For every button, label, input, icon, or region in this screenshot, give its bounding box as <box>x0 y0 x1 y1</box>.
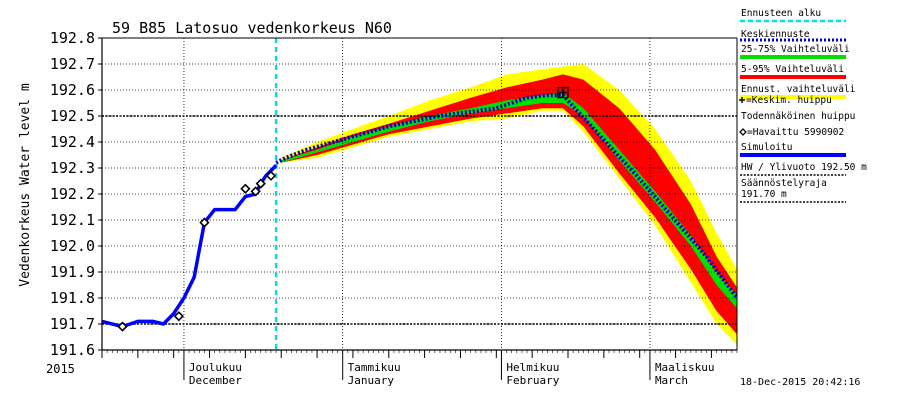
month-label-fi: Tammikuu <box>348 361 401 374</box>
y-tick-label: 192.6 <box>50 81 95 99</box>
observation-point-4 <box>250 186 261 197</box>
forecast-bands <box>281 64 737 345</box>
year-label: 2015 <box>46 362 75 376</box>
legend-diamond-icon <box>739 128 747 136</box>
y-tick-label: 192.1 <box>50 211 95 229</box>
y-tick-label: 192.8 <box>50 29 95 47</box>
timestamp-label: 18-Dec-2015 20:42:16 <box>740 377 860 388</box>
month-label-fi: Joulukuu <box>189 361 242 374</box>
legend-label: 25-75% Vaihteluväli <box>741 44 850 55</box>
y-tick-label: 191.8 <box>50 289 95 307</box>
legend-label: HW / Ylivuoto 192.50 m <box>741 162 867 173</box>
observation-point-1 <box>173 311 184 322</box>
y-tick-label: 191.6 <box>50 341 95 359</box>
y-tick-label: 192.7 <box>50 55 95 73</box>
peak-probable-marker <box>557 86 569 99</box>
y-tick-label: 192.0 <box>50 237 95 255</box>
legend: Ennusteen alku Keskiennuste 25-75% Vaihtel… <box>739 8 867 203</box>
y-tick-label: 192.3 <box>50 159 95 177</box>
legend-label: 5-95% Vaihteluväli <box>741 64 844 75</box>
month-label-en: December <box>189 374 242 387</box>
observation-point-0 <box>117 321 128 332</box>
month-label-en: March <box>655 374 688 387</box>
y-tick-label: 192.5 <box>50 107 95 125</box>
legend-label: =Keskim. huippu <box>746 95 832 106</box>
y-tick-label: 191.9 <box>50 263 95 281</box>
observation-point-3 <box>240 183 251 194</box>
observation-point-5 <box>255 178 266 189</box>
chart-title: 59 B85 Latosuo vedenkorkeus N60 <box>112 19 392 37</box>
legend-label: =Havaittu 5990902 <box>747 127 844 138</box>
legend-label: Keskiennuste <box>741 29 810 40</box>
month-label-en: February <box>506 374 559 387</box>
month-label-fi: Helmikuu <box>506 361 559 374</box>
y-axis-label: Vedenkorkeus Water level m <box>18 83 33 287</box>
legend-label: Todennäköinen huippu <box>741 111 855 122</box>
observation-point-2 <box>199 217 210 228</box>
y-tick-label: 191.7 <box>50 315 95 333</box>
legend-label: Ennust. vaihteluväli <box>741 84 856 95</box>
month-label-en: January <box>348 374 395 387</box>
legend-label: Ennusteen alku <box>741 8 821 19</box>
axes: 191.6 191.7 191.8 191.9 192.0 192.1 192.2 192.3… <box>50 29 738 387</box>
legend-label: Simuloitu <box>741 142 792 153</box>
month-label-fi: Maaliskuu <box>655 361 715 374</box>
y-tick-label: 192.4 <box>50 133 95 151</box>
series-line-1 <box>275 93 739 300</box>
reference-lines <box>102 38 737 350</box>
y-tick-label: 192.2 <box>50 185 95 203</box>
legend-label: Säännöstelyraja <box>741 178 827 189</box>
markers <box>117 86 569 332</box>
band-1 <box>281 74 737 335</box>
legend-label: 191.70 m <box>741 189 787 200</box>
observation-point-6 <box>265 170 277 181</box>
